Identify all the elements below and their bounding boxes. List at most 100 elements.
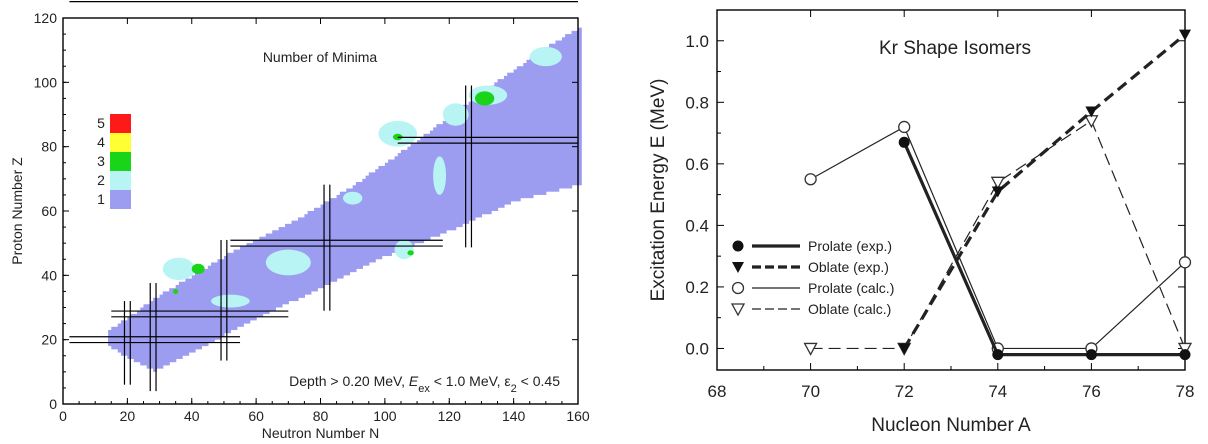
- nuclide-column: [475, 95, 479, 218]
- nuclide-column: [446, 117, 450, 231]
- filled-triangle-marker: [991, 186, 1004, 198]
- nuclide-column: [269, 233, 273, 311]
- nuclide-column: [507, 72, 512, 205]
- series-thick-solid: [898, 136, 1191, 361]
- legend-label: Oblate (calc.): [808, 301, 891, 317]
- nuclide-column: [172, 288, 177, 363]
- region-two-minima: [211, 294, 250, 308]
- nuclide-column: [468, 101, 473, 221]
- nuclide-column: [191, 275, 196, 353]
- open-triangle-marker: [1177, 342, 1193, 356]
- nuclide-column: [307, 211, 312, 295]
- nuclide-column: [355, 182, 360, 269]
- nuclide-column: [169, 288, 174, 363]
- y-tick-label: 120: [34, 10, 58, 26]
- nuclide-column: [516, 66, 521, 202]
- nuclide-column: [574, 30, 579, 186]
- region-three-minima: [191, 263, 205, 275]
- open-triangle-marker: [990, 176, 1005, 190]
- nuclide-column: [526, 59, 531, 199]
- nuclide-column: [571, 30, 576, 186]
- nuclide-column: [375, 169, 380, 260]
- nuclide-column: [323, 201, 328, 285]
- nuclide-column: [365, 175, 370, 266]
- nuclide-column: [265, 233, 270, 314]
- nuclide-column: [394, 156, 399, 253]
- nuclide-column: [368, 172, 373, 263]
- y-tick-label: 0.8: [685, 93, 709, 112]
- legend-swatch: [110, 190, 131, 209]
- region-two-minima: [433, 156, 447, 195]
- nuclide-column: [230, 252, 235, 331]
- nuclide-column: [503, 75, 508, 205]
- filled-triangle-marker: [732, 262, 744, 273]
- x-tick-label: 60: [248, 408, 264, 424]
- x-tick-label: 20: [120, 408, 136, 424]
- nuclide-column: [407, 146, 412, 247]
- nuclide-column: [426, 133, 431, 240]
- nuclide-column: [317, 207, 322, 289]
- nuclide-column: [372, 172, 376, 263]
- nuclide-column: [384, 162, 389, 257]
- region-two-minima: [529, 46, 562, 67]
- plot-frame: [716, 9, 1186, 371]
- nuclide-column: [108, 330, 112, 347]
- nuclide-column: [397, 153, 402, 250]
- nuclide-column: [449, 114, 454, 231]
- nuclide-column: [143, 304, 148, 366]
- y-tick-label: 0.2: [685, 278, 709, 297]
- x-tick-label: 100: [373, 408, 397, 424]
- nuclide-column: [233, 249, 238, 331]
- nuclide-column: [410, 143, 415, 247]
- nuclide-column: [240, 246, 244, 327]
- nuclide-column: [513, 69, 518, 202]
- nuclide-column: [304, 214, 309, 295]
- nuclide-column: [124, 320, 128, 356]
- region-three-minima: [173, 288, 179, 294]
- nuclide-column: [262, 236, 267, 314]
- filled-circle-marker: [1179, 349, 1191, 361]
- x-tick-label: 0: [59, 408, 67, 424]
- nuclide-column: [391, 159, 396, 253]
- legend-label: 2: [97, 172, 105, 188]
- nuclide-column: [420, 137, 425, 244]
- nuclide-column: [578, 27, 582, 186]
- nuclide-column: [349, 188, 354, 273]
- legend-label: Oblate (exp.): [808, 259, 889, 275]
- nuclide-column: [310, 211, 315, 292]
- chart-title: Number of Minima: [263, 49, 378, 65]
- x-tick-label: 78: [1176, 382, 1195, 401]
- nuclide-column: [565, 34, 569, 189]
- region-three-minima: [407, 250, 414, 256]
- nuclide-column: [381, 165, 386, 257]
- filled-circle-marker: [898, 136, 910, 148]
- left-chart-number-of-minima: 0 20 40 60 80 100 120 140 160 0 20 40 60 80 100 120 Numb…: [9, 0, 590, 441]
- x-axis-label: Neutron Number N: [262, 425, 380, 441]
- nuclide-column: [542, 50, 547, 195]
- nuclide-column: [552, 43, 557, 192]
- filled-circle-marker: [1085, 349, 1097, 361]
- series-line: [810, 119, 1186, 350]
- region-two-minima: [394, 239, 414, 260]
- nuclide-column: [549, 43, 553, 192]
- nuclide-column: [326, 201, 331, 285]
- y-tick-label: 40: [41, 267, 57, 283]
- nuclide-column: [256, 239, 260, 318]
- x-tick-label: 72: [895, 382, 914, 401]
- open-circle-marker: [731, 281, 745, 295]
- nuclide-column: [462, 104, 466, 224]
- region-two-minima: [265, 249, 311, 276]
- series-legend: Prolate (exp.) Oblate (exp.) Prolate (calc…: [730, 238, 894, 317]
- open-triangle-marker: [730, 303, 746, 317]
- filled-triangle-marker: [1085, 106, 1098, 118]
- nuclide-column: [388, 159, 392, 257]
- annotation-part: < 1.0 MeV, ε: [430, 373, 511, 389]
- y-tick-label: 80: [41, 139, 57, 155]
- nuclide-column: [127, 317, 132, 359]
- nuclide-column: [175, 284, 180, 359]
- count-legend: 5 4 3 2 1: [97, 114, 131, 209]
- nuclide-column: [149, 301, 154, 369]
- legend-swatch: [110, 133, 131, 152]
- chart-title: Kr Shape Isomers: [879, 38, 1031, 59]
- nuclide-column: [523, 63, 528, 199]
